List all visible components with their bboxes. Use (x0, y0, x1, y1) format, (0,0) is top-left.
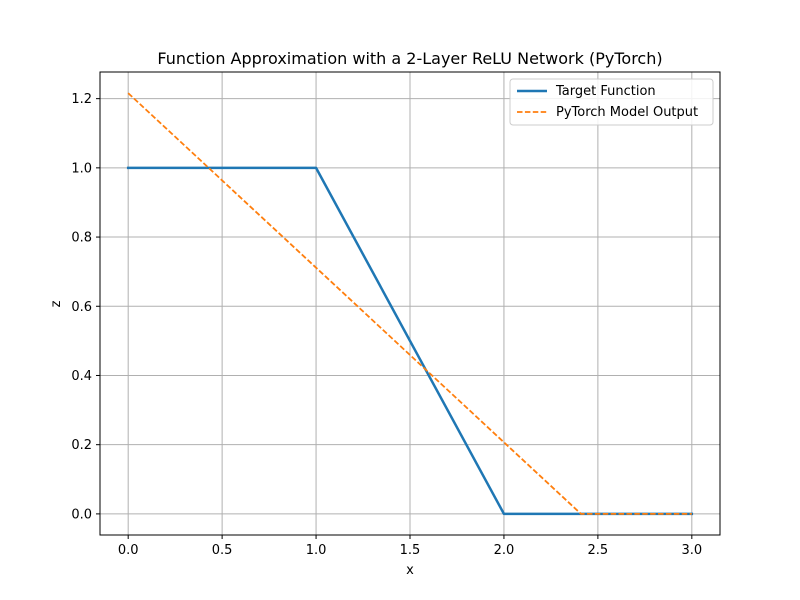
legend: Target Function PyTorch Model Output (509, 78, 714, 126)
y-tick-label: 0.2 (71, 438, 92, 453)
legend-box (509, 78, 714, 126)
chart-title: Function Approximation with a 2-Layer Re… (157, 49, 662, 68)
y-tick-label: 0.4 (71, 369, 92, 384)
y-ticks: 0.0 0.2 0.4 0.6 0.8 1.0 1.2 (71, 92, 100, 522)
x-tick-label: 2.5 (588, 543, 609, 558)
grid (100, 72, 720, 535)
y-axis-label: z (49, 300, 64, 307)
x-axis-label: x (406, 563, 414, 578)
y-tick-label: 0.0 (71, 507, 92, 522)
legend-label-model-output: PyTorch Model Output (556, 105, 698, 120)
y-tick-label: 1.2 (71, 92, 92, 107)
x-tick-label: 0.0 (118, 543, 139, 558)
series-lines (126, 92, 694, 516)
y-tick-label: 0.6 (71, 300, 92, 315)
x-tick-label: 1.5 (400, 543, 421, 558)
y-tick-label: 1.0 (71, 161, 92, 176)
x-ticks: 0.0 0.5 1.0 1.5 2.0 2.5 3.0 (118, 535, 702, 558)
legend-label-target-function: Target Function (555, 84, 656, 99)
y-tick-label: 0.8 (71, 231, 92, 246)
x-tick-label: 0.5 (212, 543, 233, 558)
x-tick-label: 1.0 (306, 543, 327, 558)
series-line-model-output (127, 92, 692, 515)
x-tick-label: 3.0 (681, 543, 702, 558)
x-tick-label: 2.0 (494, 543, 515, 558)
